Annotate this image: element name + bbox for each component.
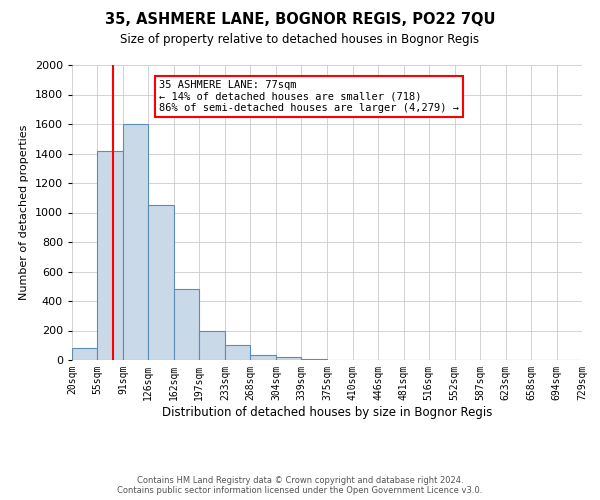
Bar — [148, 205, 174, 360]
Text: 35, ASHMERE LANE, BOGNOR REGIS, PO22 7QU: 35, ASHMERE LANE, BOGNOR REGIS, PO22 7QU — [105, 12, 495, 28]
Bar — [174, 289, 199, 360]
Bar — [123, 124, 148, 360]
X-axis label: Distribution of detached houses by size in Bognor Regis: Distribution of detached houses by size … — [162, 406, 492, 418]
Bar — [250, 355, 276, 360]
Bar — [97, 150, 123, 360]
Bar — [72, 348, 97, 360]
Text: Size of property relative to detached houses in Bognor Regis: Size of property relative to detached ho… — [121, 32, 479, 46]
Text: 35 ASHMERE LANE: 77sqm
← 14% of detached houses are smaller (718)
86% of semi-de: 35 ASHMERE LANE: 77sqm ← 14% of detached… — [158, 80, 459, 113]
Bar — [225, 344, 250, 360]
Bar — [276, 357, 301, 360]
Text: Contains HM Land Registry data © Crown copyright and database right 2024.
Contai: Contains HM Land Registry data © Crown c… — [118, 476, 482, 495]
Bar — [199, 330, 225, 360]
Y-axis label: Number of detached properties: Number of detached properties — [19, 125, 29, 300]
Bar — [301, 358, 328, 360]
